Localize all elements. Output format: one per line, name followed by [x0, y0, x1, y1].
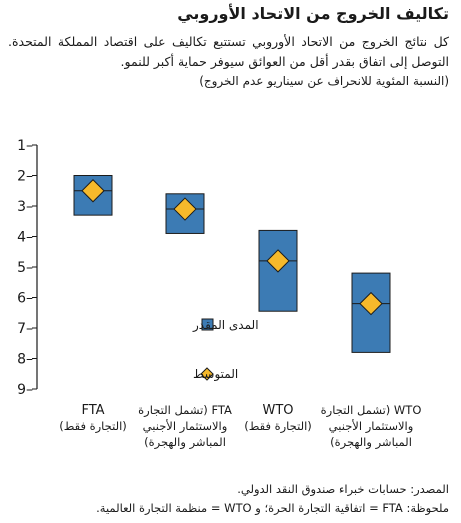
abbreviation-note: ملحوظة: FTA = اتفاقية التجارة الحرة؛ و W…: [96, 501, 449, 515]
source-note: المصدر: حسابات خبراء صندوق النقد الدولي.: [237, 482, 449, 496]
x-category-label: المباشر والهجرة): [144, 435, 226, 450]
y-tick-label: 8–: [17, 352, 33, 368]
legend-average-label: المتوسط: [193, 367, 238, 382]
x-category-label: (التجارة فقط): [244, 419, 312, 434]
chart-subtitle: كل نتائج الخروج من الاتحاد الأوروبي تستت…: [8, 34, 449, 69]
legend-average-swatch: [200, 367, 214, 381]
x-category-label: WTO: [262, 403, 293, 418]
y-tick-label: 9–: [17, 382, 33, 398]
y-tick-label: 1–: [17, 138, 33, 154]
x-category-label: والاستثمار الأجنبي: [329, 419, 414, 434]
average-marker: [359, 291, 383, 316]
average-marker: [81, 179, 105, 203]
range-bar: [165, 193, 205, 234]
x-category-label: والاستثمار الأجنبي: [143, 419, 228, 434]
y-tick-label: 6–: [17, 291, 33, 307]
x-category-label: WTO (تشمل التجارة: [321, 403, 422, 418]
y-tick-label: 4–: [17, 230, 33, 246]
y-tick-label: 2–: [17, 169, 33, 185]
y-tick-label: 7–: [17, 321, 33, 337]
y-tick-label: 3–: [17, 199, 33, 215]
x-category-label: (التجارة فقط): [59, 419, 127, 434]
x-category-label: المباشر والهجرة): [330, 435, 412, 450]
chart-title: تكاليف الخروج من الاتحاد الأوروبي: [177, 4, 449, 23]
average-marker: [266, 249, 290, 273]
average-marker: [173, 197, 197, 221]
legend-range-label: المدى المقدر: [192, 318, 259, 333]
unit-note: (النسبة المئوية للانحراف عن سيناريو عدم …: [199, 74, 449, 88]
legend-range-swatch: [201, 318, 214, 331]
x-category-label: FTA (تشمل التجارة: [138, 403, 232, 418]
x-category-label: FTA: [81, 403, 104, 418]
y-tick-label: 5–: [17, 260, 33, 276]
